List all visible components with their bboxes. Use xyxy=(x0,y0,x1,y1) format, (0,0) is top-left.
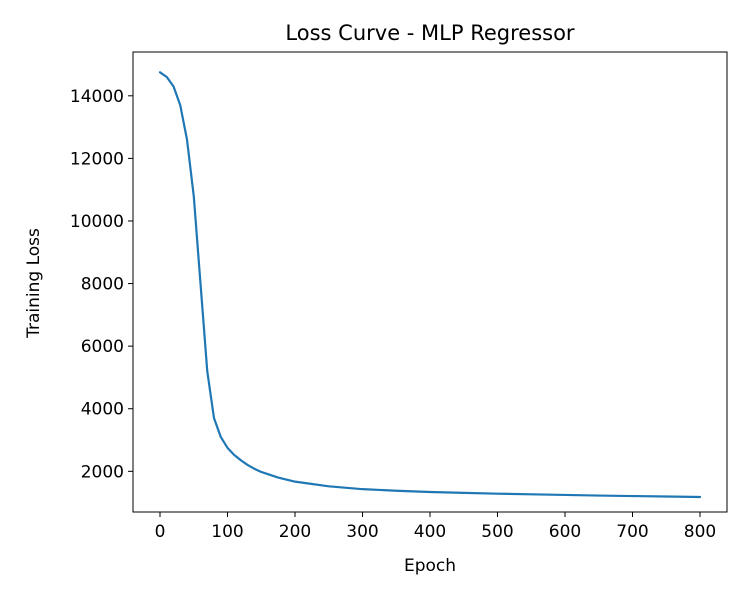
x-tick-label-400: 400 xyxy=(414,522,446,542)
x-tick-label-300: 300 xyxy=(346,522,378,542)
y-tick-label-14000: 14000 xyxy=(70,87,124,107)
y-tick-label-8000: 8000 xyxy=(81,275,124,295)
y-tick-label-12000: 12000 xyxy=(70,149,124,169)
y-tick-label-2000: 2000 xyxy=(81,462,124,482)
x-tick-label-600: 600 xyxy=(549,522,581,542)
x-tick-label-800: 800 xyxy=(684,522,716,542)
plot-area: 0 100 200 300 400 500 600 700 800 2000 4000 6000 800… xyxy=(70,51,728,542)
x-tick-label-700: 700 xyxy=(616,522,648,542)
x-tick-label-0: 0 xyxy=(155,522,166,542)
chart-title: Loss Curve - MLP Regressor xyxy=(285,21,574,45)
x-tick-label-200: 200 xyxy=(279,522,311,542)
y-tick-label-6000: 6000 xyxy=(81,337,124,357)
y-tick-label-4000: 4000 xyxy=(81,400,124,420)
y-axis-label: Training Loss xyxy=(24,228,44,339)
x-tick-label-500: 500 xyxy=(481,522,513,542)
series-line-0 xyxy=(158,71,702,499)
y-tick-label-10000: 10000 xyxy=(70,212,124,232)
x-tick-label-100: 100 xyxy=(211,522,243,542)
x-axis-label: Epoch xyxy=(404,556,456,576)
